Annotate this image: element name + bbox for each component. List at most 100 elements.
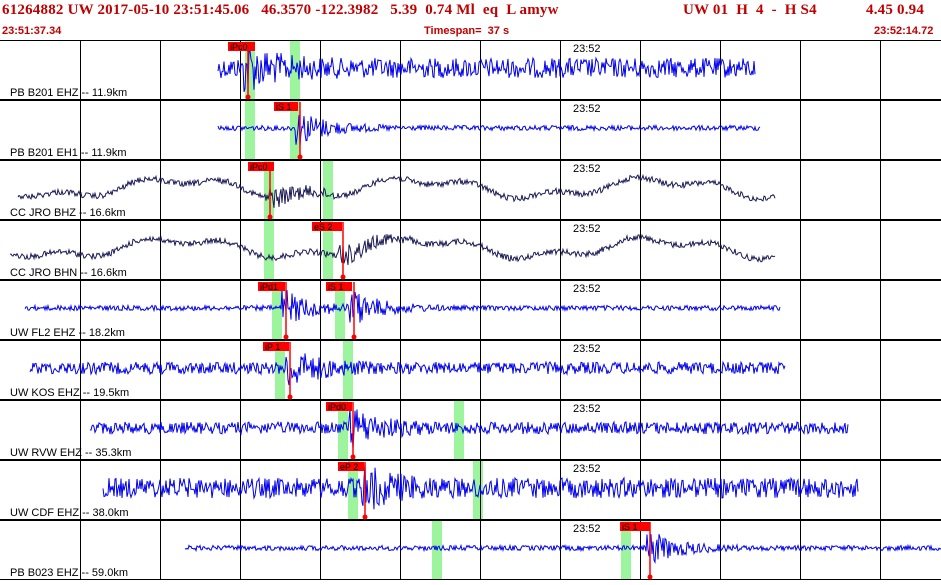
- trace-row: 23:52 eS 2 CC JRO BHN -- 16.6km: [0, 220, 941, 280]
- time-tick-label: 23:52: [573, 343, 601, 355]
- header-values: 4.45 0.94: [866, 2, 924, 19]
- station-label: UW RVW EHZ -- 35.3km: [10, 447, 131, 459]
- pick-window: [275, 340, 285, 400]
- time-tick-label: 23:52: [573, 223, 601, 235]
- time-tick-label: 23:52: [573, 163, 601, 175]
- phase-pick[interactable]: iPd1: [258, 282, 289, 340]
- origin-datetime: 2017-05-10 23:51:45.06: [97, 2, 250, 18]
- pick-marker: [340, 274, 346, 280]
- pick-flag: [326, 402, 352, 411]
- station-label: PB B201 EHZ -- 11.9km: [10, 87, 127, 99]
- latitude: 46.3570: [261, 2, 312, 18]
- pick-window: [264, 220, 274, 280]
- station-label: UW KOS EHZ -- 19.5km: [10, 387, 129, 399]
- dash: -: [771, 2, 777, 18]
- pick-marker: [267, 214, 273, 220]
- solution-info: UW 01 H 4 - H S4: [683, 2, 817, 19]
- pick-flag: [228, 42, 255, 51]
- trace-row: 23:52 iPc0 CC JRO BHZ -- 16.6km: [0, 160, 941, 220]
- time-tick-label: 23:52: [573, 463, 601, 475]
- phase-pick[interactable]: iPc0: [248, 162, 274, 220]
- pick-marker: [287, 394, 293, 400]
- trace-row: 23:52 eP 2 UW CDF EHZ -- 38.0km: [0, 460, 941, 520]
- pick-flag: [274, 102, 298, 111]
- pick-flag: [248, 162, 274, 171]
- pick-window: [348, 460, 358, 520]
- event-header: 61264882 UW 2017-05-10 23:51:45.06 46.35…: [0, 0, 941, 40]
- trace-row: 23:52 iPd1 iS 1 UW FL2 EHZ -- 18.2km: [0, 280, 941, 340]
- pick-window: [323, 220, 333, 280]
- seismogram-panel[interactable]: 23:52 iPc0 PB B201 EHZ -- 11.9km 23:52 iS 1 P…: [0, 40, 941, 580]
- pick-marker: [647, 574, 653, 580]
- depth: 5.39: [390, 2, 418, 18]
- phase-pick[interactable]: iP 1: [263, 342, 293, 400]
- pick-window: [272, 280, 282, 340]
- location-flag: L: [506, 2, 516, 18]
- pick-flag: [620, 522, 650, 531]
- phase-pick[interactable]: iS 1: [326, 282, 357, 340]
- pick-window: [454, 400, 464, 460]
- station-label: PB B023 EHZ -- 59.0km: [10, 567, 128, 579]
- quality: H: [736, 2, 749, 18]
- pick-window: [323, 160, 333, 220]
- event-summary-line: 61264882 UW 2017-05-10 23:51:45.06 46.35…: [2, 2, 559, 19]
- time-end: 23:52:14.72: [874, 25, 934, 37]
- time-tick-label: 23:52: [573, 523, 601, 535]
- pick-flag: [263, 342, 289, 351]
- waveform: [184, 534, 941, 564]
- event-id: 61264882: [2, 2, 64, 18]
- trace-row: 23:52 iP 1 UW KOS EHZ -- 19.5km: [0, 340, 941, 400]
- pick-marker: [245, 94, 251, 100]
- pick-flag: [312, 222, 342, 231]
- waveform: [29, 353, 786, 386]
- pick-label: eP 2: [340, 462, 358, 472]
- pick-label: iS 1: [328, 282, 344, 292]
- pick-marker: [351, 334, 357, 340]
- waveform: [217, 115, 761, 146]
- longitude: -122.3982: [315, 2, 379, 18]
- phase-pick[interactable]: iPd0: [326, 402, 356, 460]
- waveform: [24, 289, 781, 323]
- phase-pick[interactable]: iS 1: [620, 522, 653, 580]
- pick-label: iPc0: [250, 162, 268, 172]
- pick-marker: [297, 154, 303, 160]
- pick-marker: [362, 514, 368, 520]
- trace-row: 23:52 iPc0 PB B201 EHZ -- 11.9km: [0, 40, 941, 100]
- phase-pick[interactable]: iPc0: [228, 42, 255, 100]
- network-code: UW: [67, 2, 94, 18]
- time-tick-label: 23:52: [573, 43, 601, 55]
- phase-pick[interactable]: eP 2: [338, 462, 368, 520]
- magnitude: 0.74: [425, 2, 453, 18]
- station-label: CC JRO BHZ -- 16.6km: [10, 207, 126, 219]
- time-tick-label: 23:52: [573, 283, 601, 295]
- station-label: PB B201 EH1 -- 11.9km: [10, 147, 127, 159]
- time-tick-label: 23:52: [573, 103, 601, 115]
- pick-window: [245, 100, 255, 160]
- num-phases: 4: [756, 2, 764, 18]
- time-start: 23:51:37.34: [2, 25, 62, 37]
- waveform: [217, 50, 756, 92]
- magnitude-type: Ml: [456, 2, 475, 18]
- pick-window: [473, 460, 483, 520]
- waveform: [102, 462, 859, 510]
- trace-row: 23:52 iS 1 PB B023 EHZ -- 59.0km: [0, 520, 941, 580]
- timespan: Timespan= 37 s: [424, 25, 510, 37]
- phase-pick[interactable]: iS 1: [274, 102, 303, 160]
- waveform: [89, 408, 849, 449]
- pick-label: iS 1: [622, 522, 638, 532]
- trace-row: 23:52 iPd0 UW RVW EHZ -- 35.3km: [0, 400, 941, 460]
- value-b: 0.94: [897, 2, 925, 18]
- pick-label: iPd1: [260, 282, 278, 292]
- pick-marker: [283, 334, 289, 340]
- phase-pick[interactable]: eS 2: [312, 222, 346, 280]
- solution-tag: UW 01: [683, 2, 729, 18]
- trace-row: 23:52 iS 1 PB B201 EH1 -- 11.9km: [0, 100, 941, 160]
- pick-flag: [326, 282, 352, 291]
- pick-window: [264, 160, 274, 220]
- solution-code: H S4: [784, 2, 817, 18]
- seismogram-traces[interactable]: 23:52 iPc0 PB B201 EHZ -- 11.9km 23:52 iS 1 P…: [0, 40, 941, 580]
- pick-label: iPd0: [328, 402, 346, 412]
- pick-marker: [350, 454, 356, 460]
- waveform: [17, 173, 776, 208]
- waveform: [10, 233, 776, 266]
